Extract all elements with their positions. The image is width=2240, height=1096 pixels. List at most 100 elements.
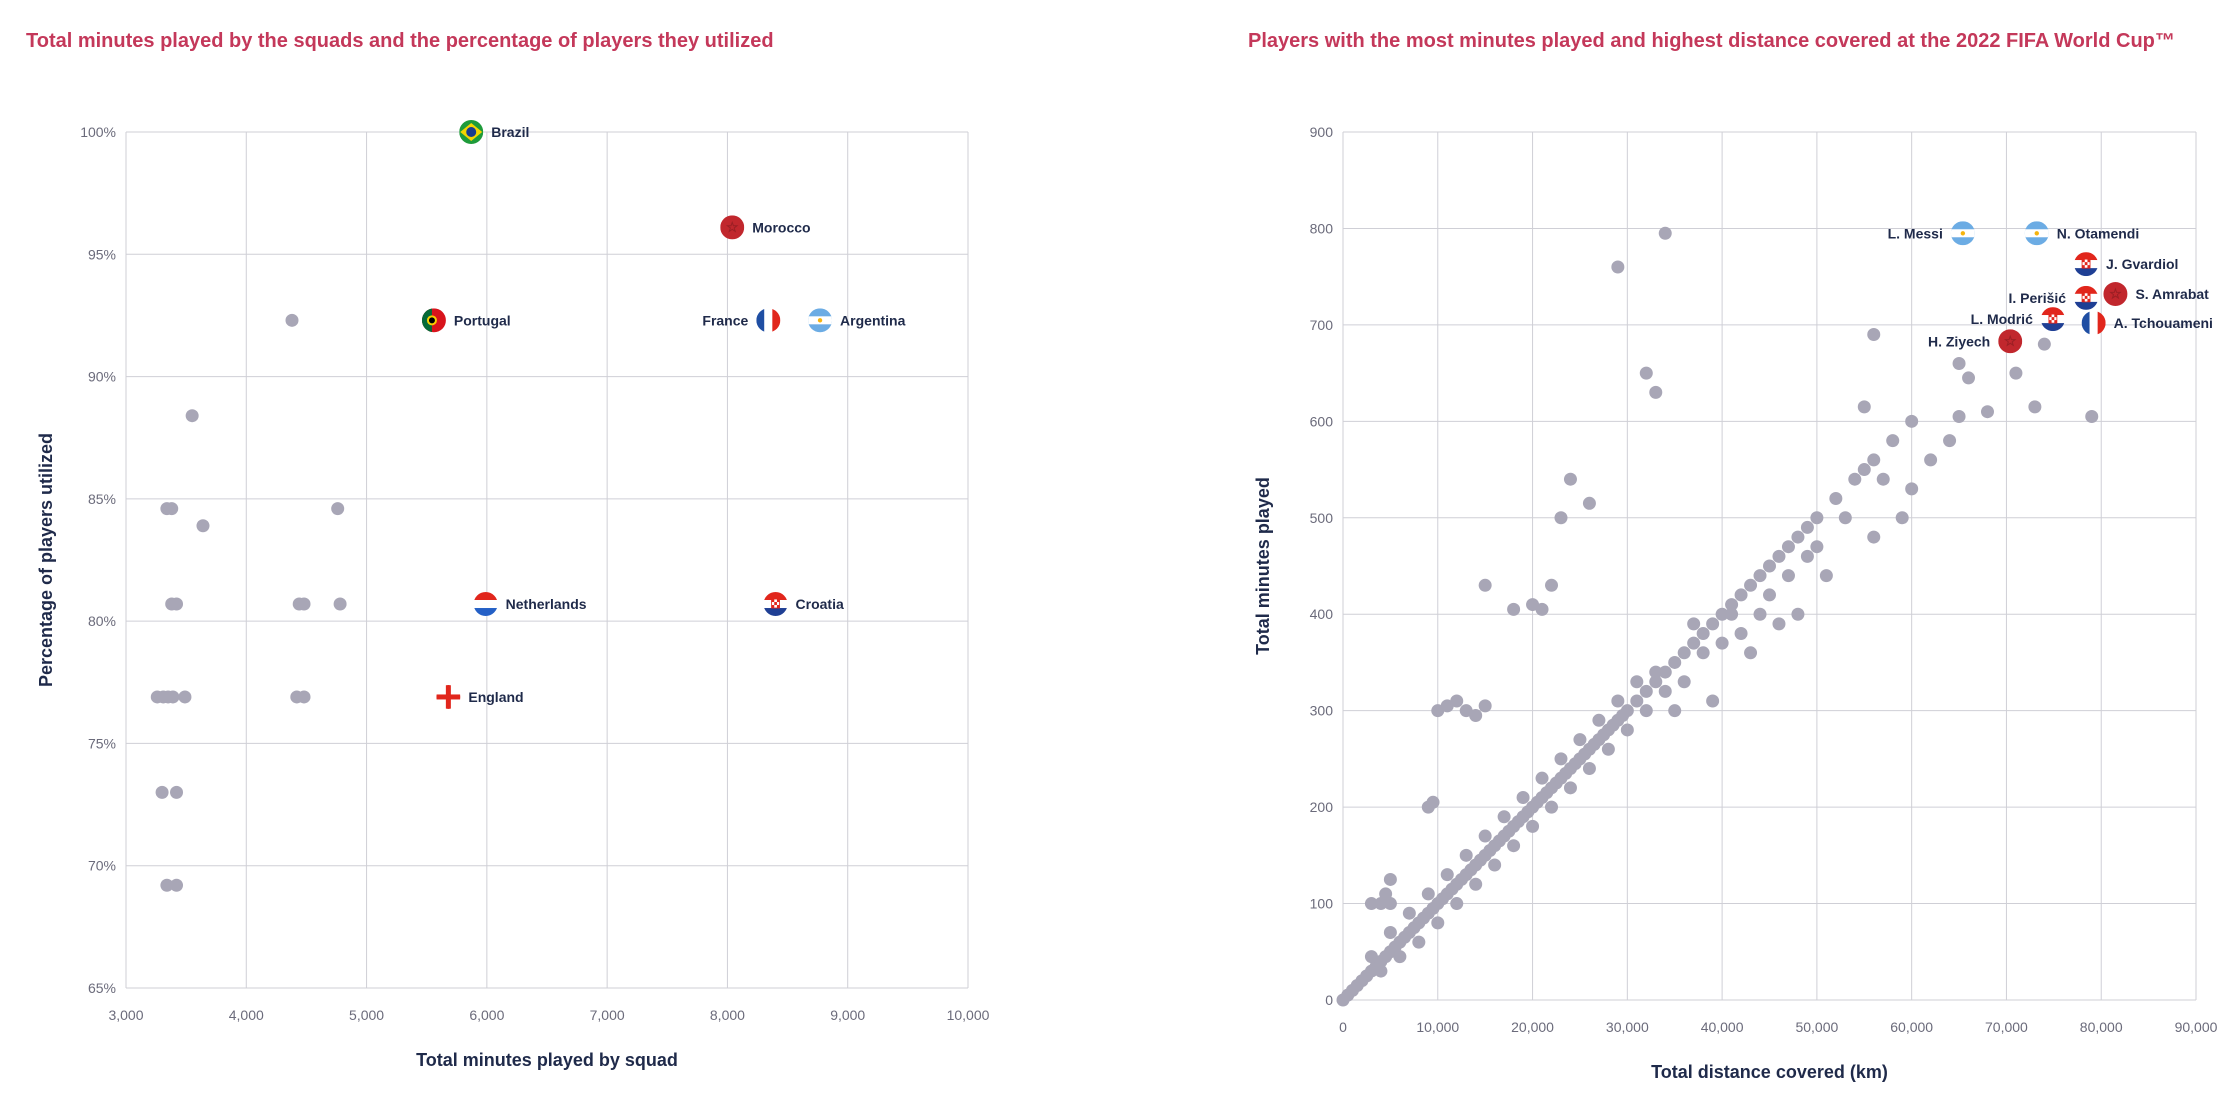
chart-1-ytick-label: 65% [88,980,116,996]
portugal-flag-icon [421,308,446,333]
chart-2-xtick-label: 20,000 [1511,1019,1554,1035]
chart-1-xtick-label: 5,000 [349,1007,384,1023]
chart-2-data-point [1431,916,1445,930]
chart-2-data-point [1810,511,1824,525]
croatia-flag-icon [2040,307,2065,332]
chart-2-data-point [1582,762,1596,776]
chart-1-xtick-label: 7,000 [590,1007,625,1023]
chart-1-data-point [155,785,169,799]
netherlands-flag-icon [473,592,498,617]
chart-2-data-point [1668,655,1682,669]
chart-2-data-point [1791,607,1805,621]
chart-2-data-point [1450,694,1464,708]
chart-2-data-point [1507,602,1521,616]
chart-2-xtick-label: 40,000 [1701,1019,1744,1035]
chart-2-data-point [1867,453,1881,467]
chart-2-data-point [1535,602,1549,616]
chart-2-data-point [1848,472,1862,486]
morocco-flag-icon [720,215,745,240]
morocco-flag-icon [2103,282,2128,307]
chart-1-x-axis-label: Total minutes played by squad [416,1050,678,1070]
chart-2-data-point [1876,472,1890,486]
chart-1-ytick-label: 100% [80,124,116,140]
chart-2-data-point [1886,434,1900,448]
chart-2-data-point [1857,463,1871,477]
chart-2-data-point [1943,434,1957,448]
argentina-flag-icon [2024,221,2049,246]
chart-2-data-point [1819,569,1833,583]
chart-2-data-point [1450,897,1464,911]
chart-2-xtick-label: 0 [1339,1019,1347,1035]
chart-2-data-point [1687,617,1701,631]
chart-1-ytick-label: 70% [88,858,116,874]
chart-2-data-point [2028,400,2042,414]
chart-2-x-axis-label: Total distance covered (km) [1651,1062,1888,1082]
chart-1-point-label: Morocco [752,219,810,235]
chart-2-data-point [2009,366,2023,380]
chart-1-data-point [178,690,192,704]
chart-1-xtick-label: 4,000 [229,1007,264,1023]
chart-2-data-point [1469,708,1483,722]
chart-2-xtick-label: 70,000 [1985,1019,2028,1035]
chart-2-data-point [1412,935,1426,949]
england-flag-icon [436,684,461,709]
croatia-flag-icon [2074,252,2099,277]
chart-1-data-point [166,690,180,704]
chart-2-data-point [1924,453,1938,467]
chart-1-data-point [160,878,174,892]
argentina-flag-icon [1950,221,1975,246]
chart-2-data-point [1734,627,1748,641]
chart-2-data-point [1592,713,1606,727]
chart-2-data-point [1364,897,1378,911]
chart-2-data-point [1791,530,1805,544]
chart-2-data-point [1658,684,1672,698]
chart-2-data-point [1658,226,1672,240]
chart-2-data-point [1601,742,1615,756]
chart-1-data-point [333,597,347,611]
chart-2-ytick-label: 200 [1310,799,1334,815]
chart-2-y-axis-label: Total minutes played [1253,477,1273,655]
chart-1-data-point [170,785,184,799]
chart-1-data-point [331,502,345,516]
chart-2-data-point [1649,385,1663,399]
chart-1-ytick-label: 90% [88,369,116,385]
chart-2-ytick-label: 500 [1310,510,1334,526]
chart-2-data-point [1772,617,1786,631]
chart-2-ytick-label: 0 [1325,992,1333,1008]
chart-2-data-point [1469,877,1483,891]
chart-1-point-label: Argentina [840,312,906,328]
chart-2-point-label: A. Tchouameni [2114,315,2213,331]
chart-2-point-label: I. Perišić [2008,290,2066,306]
chart-2-data-point [1374,897,1388,911]
france-flag-icon [756,308,781,333]
chart-2-point-label: N. Otamendi [2057,225,2139,241]
chart-2-title: Players with the most minutes played and… [1248,30,2175,52]
chart-2-data-point [1715,636,1729,650]
chart-2-data-point [1895,511,1909,525]
croatia-flag-icon [763,592,788,617]
chart-2-data-point [1545,578,1559,592]
chart-2-data-point [1620,723,1634,737]
chart-2-data-point [1421,887,1435,901]
chart-2-data-point [1582,496,1596,510]
chart-1-xtick-label: 8,000 [710,1007,745,1023]
chart-2-data-point [1725,598,1739,612]
chart-1-xtick-label: 9,000 [830,1007,865,1023]
chart-2-data-point [1781,569,1795,583]
chart-2-data-point [1753,607,1767,621]
chart-2-data-point [2085,410,2099,424]
chart-2: 0 10,000 20,000 30,000 40,000 50,000 60,000 70,… [1253,124,2218,1082]
chart-1-data-point [165,502,179,516]
argentina-flag-icon [808,308,833,333]
chart-2-xtick-label: 80,000 [2080,1019,2123,1035]
chart-2-data-point [1962,371,1976,385]
chart-1-ytick-label: 95% [88,246,116,262]
chart-2-data-point [1668,704,1682,718]
chart-2-data-point [1379,887,1393,901]
chart-1-data-point [170,597,184,611]
chart-2-data-point [2037,337,2051,351]
chart-2-data-point [1383,925,1397,939]
chart-2-data-point [1440,868,1454,882]
chart-2-data-point [1744,646,1758,660]
